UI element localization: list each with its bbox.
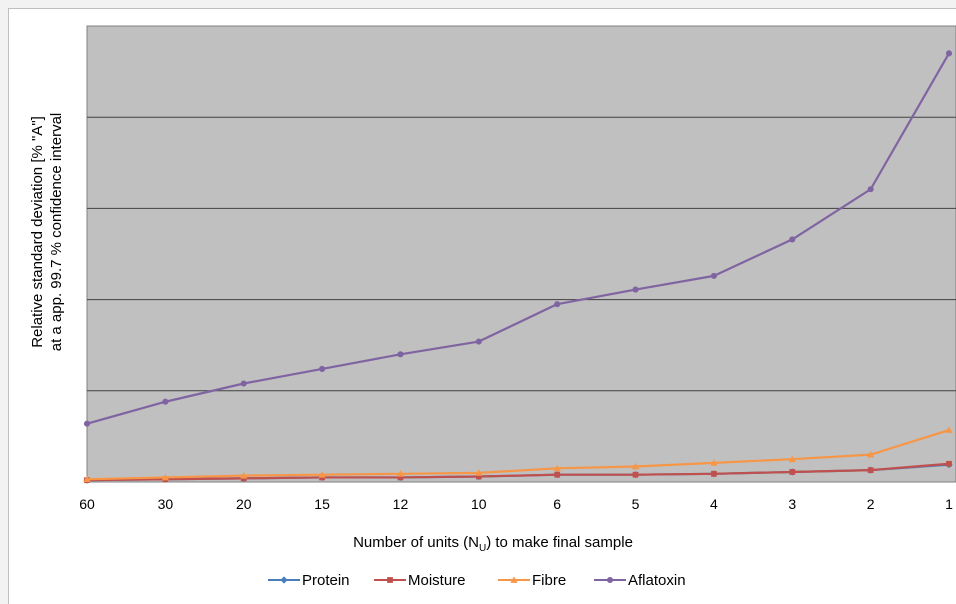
x-tick-label: 2 xyxy=(867,496,875,512)
series-aflatoxin xyxy=(83,50,953,427)
data-point-fibre xyxy=(710,459,718,466)
x-tick-label: 15 xyxy=(314,496,330,512)
data-point-aflatoxin xyxy=(945,50,953,57)
data-point-fibre xyxy=(396,470,405,477)
data-point-fibre xyxy=(240,472,248,479)
x-tick-label: 5 xyxy=(632,496,640,512)
data-point-aflatoxin xyxy=(554,301,561,308)
data-point-aflatoxin xyxy=(397,351,404,358)
legend-label-aflatoxin: Aflatoxin xyxy=(628,572,686,589)
legend-marker-moisture xyxy=(387,577,393,583)
data-point-moisture xyxy=(475,473,482,480)
legend-item-moisture: Moisture xyxy=(374,572,466,589)
data-point-aflatoxin xyxy=(475,338,482,345)
data-point-moisture xyxy=(397,474,404,481)
x-tick-label: 10 xyxy=(471,496,487,512)
data-point-fibre xyxy=(83,475,91,483)
x-axis-title-subscript: U xyxy=(479,543,486,554)
data-point-aflatoxin xyxy=(240,380,247,387)
gridlines xyxy=(87,116,956,392)
x-tick-label: 6 xyxy=(553,496,561,512)
x-tick-label: 3 xyxy=(788,496,796,512)
data-point-moisture xyxy=(711,470,717,477)
data-point-fibre xyxy=(318,471,326,478)
y-axis-title-line2: at a app. 99.7 % confidence interval xyxy=(48,113,65,352)
data-point-fibre xyxy=(631,462,640,470)
legend-marker-protein xyxy=(280,576,288,584)
data-point-moisture xyxy=(867,467,874,474)
data-point-aflatoxin xyxy=(789,236,796,243)
x-tick-label: 12 xyxy=(393,496,409,512)
x-tick-label: 4 xyxy=(710,496,718,512)
series-line-moisture xyxy=(86,462,950,482)
legend-label-fibre: Fibre xyxy=(532,572,566,589)
x-axis-title: Number of units (NU) to make final sampl… xyxy=(353,534,633,554)
legend-label-protein: Protein xyxy=(302,572,350,589)
x-tick-labels: 60 30 20 15 12 10 6 5 4 3 2 1 xyxy=(79,496,953,512)
x-tick-label: 1 xyxy=(945,496,953,512)
y-axis-title-line1: Relative standard deviation [% "A"] xyxy=(29,116,46,348)
data-point-fibre xyxy=(161,473,169,481)
data-point-fibre xyxy=(553,464,561,472)
series-line-fibre xyxy=(86,428,950,481)
legend-item-protein: Protein xyxy=(268,572,350,589)
x-axis-title-main: Number of units (N xyxy=(353,534,479,551)
data-point-fibre xyxy=(788,455,796,463)
legend: Protein Moisture Fibre Aflatoxin xyxy=(268,572,686,589)
data-point-aflatoxin xyxy=(162,398,169,405)
legend-marker-aflatoxin xyxy=(606,576,614,584)
data-point-aflatoxin xyxy=(867,186,874,193)
data-point-fibre xyxy=(945,426,953,433)
x-tick-label: 20 xyxy=(236,496,252,512)
data-point-aflatoxin xyxy=(632,286,639,293)
data-point-moisture xyxy=(632,471,639,478)
data-point-moisture xyxy=(946,460,952,467)
data-point-fibre xyxy=(867,451,875,458)
legend-label-moisture: Moisture xyxy=(408,572,466,589)
series-fibre xyxy=(83,426,953,483)
x-axis-title-tail: ) to make final sample xyxy=(486,534,633,551)
data-point-moisture xyxy=(789,469,796,475)
data-point-aflatoxin xyxy=(710,272,717,279)
plot-area xyxy=(86,25,956,483)
series-line-aflatoxin xyxy=(86,52,950,425)
x-tick-label: 60 xyxy=(79,496,95,512)
x-tick-label: 30 xyxy=(158,496,174,512)
legend-item-aflatoxin: Aflatoxin xyxy=(594,572,686,589)
data-point-aflatoxin xyxy=(83,420,91,427)
series-group xyxy=(83,50,953,484)
legend-item-fibre: Fibre xyxy=(498,572,566,589)
legend-marker-fibre xyxy=(510,576,518,583)
data-point-moisture xyxy=(554,471,561,478)
data-point-aflatoxin xyxy=(319,365,326,372)
data-point-fibre xyxy=(475,469,483,476)
